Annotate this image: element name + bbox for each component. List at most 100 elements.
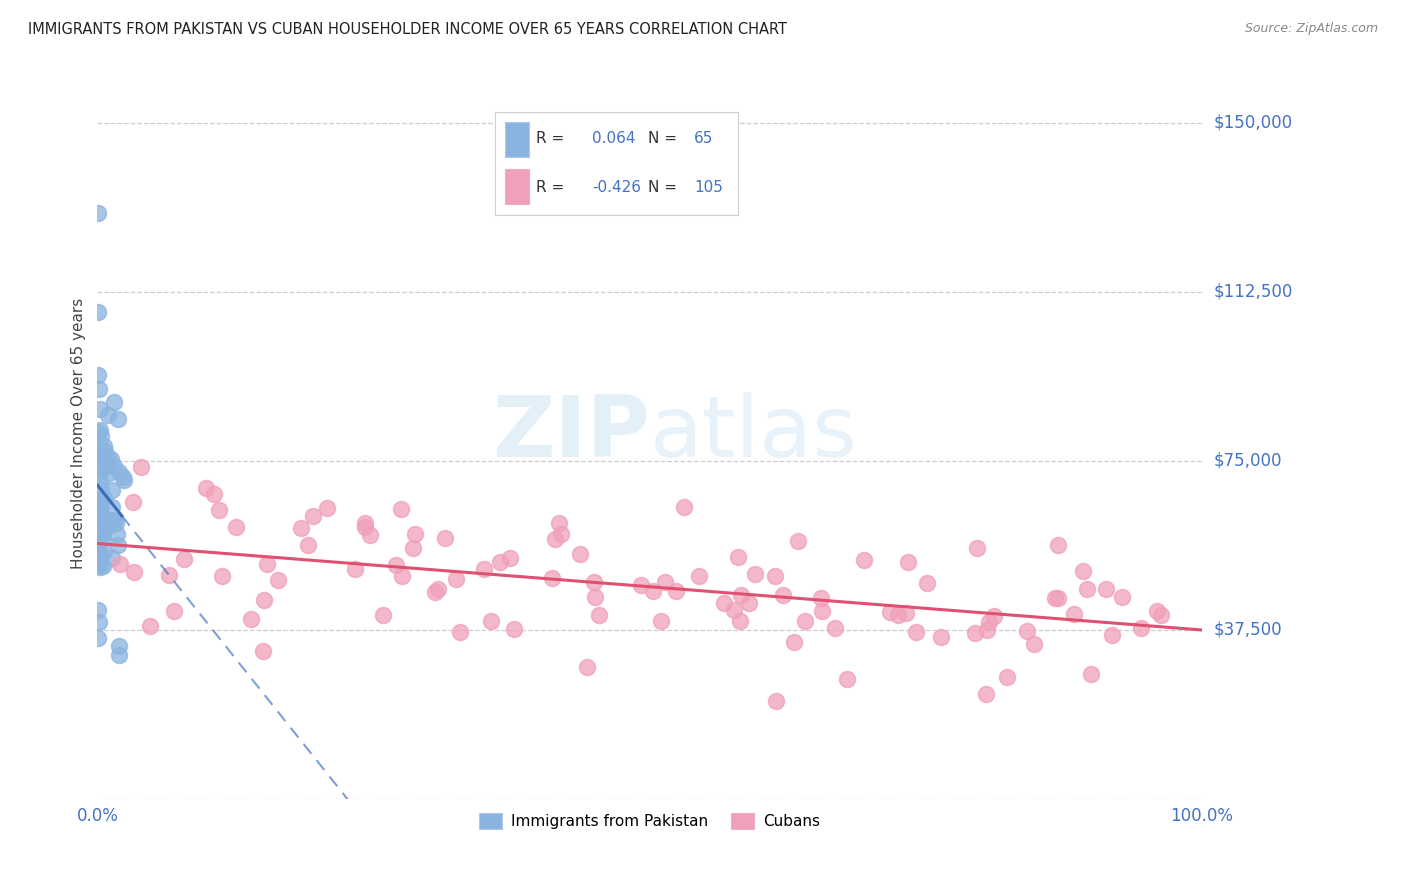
Point [87,491,110,506]
Point [103,395,125,409]
Point [93,460,115,475]
Point [433,531,456,545]
Point [98,518,121,533]
Point [87,556,110,570]
Point [89,549,111,563]
Point [107,538,129,552]
Point [101,551,124,566]
Point [93,438,115,452]
Point [583,590,606,604]
Point [290,521,312,535]
Point [91,526,114,541]
Point [87,305,110,319]
Point [194,481,217,495]
Point [765,694,787,708]
Text: atlas: atlas [650,392,858,475]
Point [225,519,247,533]
Point [837,672,859,686]
Point [87,522,110,536]
Point [105,527,128,541]
Point [1146,604,1168,618]
Point [810,604,832,618]
Point [173,552,195,566]
Point [763,569,786,583]
Point [240,612,263,626]
Point [91,448,114,462]
Point [1080,667,1102,681]
Point [489,555,512,569]
Point [665,584,688,599]
Point [915,575,938,590]
Point [479,614,502,628]
Point [824,621,846,635]
Point [253,593,276,607]
Point [101,500,124,514]
Point [650,614,672,628]
Point [713,596,735,610]
Point [391,568,413,582]
Point [772,588,794,602]
Point [728,614,751,628]
Point [89,504,111,518]
Point [354,516,377,530]
Point [737,596,759,610]
Point [93,491,115,505]
Point [129,459,152,474]
Point [87,206,110,220]
Point [90,451,112,466]
Point [163,604,186,618]
Point [974,687,997,701]
Point [89,548,111,562]
Point [402,541,425,555]
Point [976,623,998,637]
Point [98,466,121,480]
Point [1047,591,1070,605]
Point [87,425,110,439]
Point [575,660,598,674]
Point [569,547,592,561]
Y-axis label: Householder Income Over 65 years: Householder Income Over 65 years [72,298,86,569]
Point [904,624,927,639]
Point [983,609,1005,624]
Point [87,506,110,520]
Point [730,588,752,602]
Point [359,528,381,542]
Point [931,630,953,644]
Point [94,444,117,458]
Point [688,569,710,583]
Point [91,532,114,546]
Point [139,619,162,633]
Point [810,591,832,606]
Text: Source: ZipAtlas.com: Source: ZipAtlas.com [1244,22,1378,36]
Point [588,608,610,623]
Point [89,513,111,527]
Point [93,513,115,527]
Point [94,455,117,469]
Point [89,382,111,396]
Point [894,606,917,620]
Point [208,502,231,516]
Point [103,514,125,528]
Point [267,573,290,587]
Point [89,442,111,457]
Point [582,574,605,589]
Point [104,516,127,530]
Point [966,541,988,555]
Point [887,607,910,622]
Text: IMMIGRANTS FROM PAKISTAN VS CUBAN HOUSEHOLDER INCOME OVER 65 YEARS CORRELATION C: IMMIGRANTS FROM PAKISTAN VS CUBAN HOUSEH… [28,22,787,37]
Point [979,615,1001,630]
Point [297,538,319,552]
Point [89,546,111,560]
Point [111,470,134,484]
Point [550,527,572,541]
Point [852,553,875,567]
Point [89,560,111,574]
Point [101,513,124,527]
Point [1095,582,1118,596]
Text: ZIP: ZIP [492,392,650,475]
Point [89,423,111,437]
Point [1071,564,1094,578]
Point [1063,607,1085,621]
Point [426,582,449,596]
Point [107,648,129,662]
